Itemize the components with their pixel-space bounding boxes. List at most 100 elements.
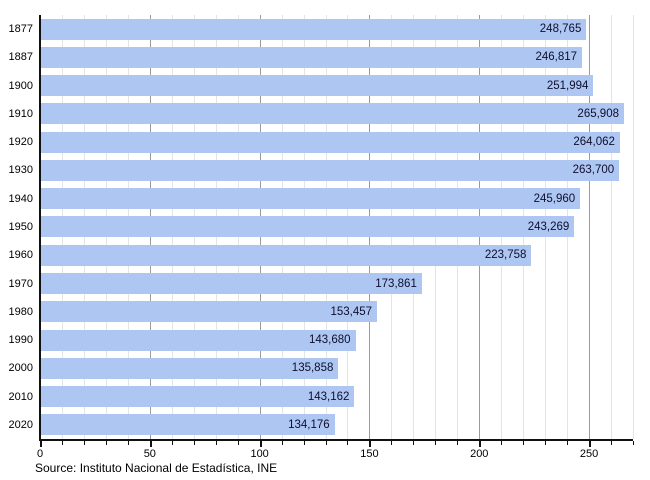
x-axis-tick: [61, 441, 63, 445]
source-text: Source: Instituto Nacional de Estadístic…: [35, 461, 278, 475]
year-label: 2010: [8, 390, 33, 403]
bar-value-label: 223,758: [484, 249, 527, 262]
year-label: 1910: [8, 107, 33, 120]
bar: 134,176: [40, 414, 335, 436]
bar: 173,861: [40, 273, 422, 295]
bar-value-label: 263,700: [572, 164, 615, 177]
bar: 135,858: [40, 357, 339, 379]
x-axis-tick: [171, 441, 173, 445]
x-axis-tick: [259, 441, 262, 447]
bar-value-label: 264,062: [573, 136, 615, 149]
bar: 143,680: [40, 329, 356, 351]
x-axis-tick: [281, 441, 283, 445]
bar-row: 248,765: [40, 15, 633, 43]
bar-value-label: 143,680: [308, 334, 351, 347]
year-label: 1960: [8, 249, 33, 262]
bar-value-label: 153,457: [330, 305, 373, 318]
year-label: 1900: [8, 79, 33, 92]
bar-value-label: 246,817: [535, 51, 578, 64]
x-axis-tick: [193, 441, 195, 445]
x-axis-tick: [215, 441, 217, 445]
year-label: 1930: [8, 164, 33, 177]
x-axis-tick: [303, 441, 305, 445]
x-axis-tick: [369, 441, 372, 447]
x-axis-tick-label: 50: [143, 448, 156, 460]
x-axis-tick: [457, 441, 459, 445]
x-axis-tick: [479, 441, 482, 447]
year-label: 1920: [8, 136, 33, 149]
year-label: 1877: [8, 23, 33, 36]
bar-row: 135,858: [40, 354, 633, 382]
x-axis-tick: [589, 441, 592, 447]
bar-row: 243,269: [40, 213, 633, 241]
bar-row: 134,176: [40, 411, 633, 439]
year-label: 1940: [8, 192, 33, 205]
year-label: 1887: [8, 51, 33, 64]
bar: 245,960: [40, 188, 581, 210]
x-axis-tick: [523, 441, 525, 445]
bar-value-label: 248,765: [539, 23, 582, 36]
bar-value-label: 245,960: [533, 192, 576, 205]
bar-row: 153,457: [40, 298, 633, 326]
bar-row: 173,861: [40, 269, 633, 297]
bar-row: 263,700: [40, 156, 633, 184]
x-axis-tick: [237, 441, 239, 445]
x-axis-tick: [413, 441, 415, 445]
bar: 246,817: [40, 46, 583, 68]
bar-value-label: 135,858: [291, 362, 334, 375]
bar: 243,269: [40, 216, 575, 238]
bar: 223,758: [40, 244, 532, 266]
x-axis-tick-label: 150: [360, 448, 379, 460]
bar-value-label: 265,908: [577, 107, 619, 120]
bar-value-label: 173,861: [375, 277, 417, 290]
bar-row: 143,680: [40, 326, 633, 354]
x-axis-tick-label: 0: [36, 448, 44, 460]
x-axis-tick: [105, 441, 107, 445]
y-axis-labels: 1877 1887 1900 1910 1920 1930 1940 1950 1960 1970…: [0, 15, 33, 439]
plot-area: 248,765 246,817 251,994 265,908 264,062 263,7…: [40, 15, 634, 439]
major-gridline: [589, 15, 591, 439]
year-label: 2000: [8, 362, 33, 375]
x-axis-tick: [325, 441, 327, 445]
bar: 263,700: [40, 159, 620, 181]
x-axis-tick: [611, 441, 613, 445]
bar: 265,908: [40, 103, 624, 125]
x-axis-tick: [347, 441, 349, 445]
x-axis-tick: [83, 441, 85, 445]
bar: 264,062: [40, 131, 620, 153]
minor-gridline: [611, 15, 613, 439]
bar-value-label: 243,269: [527, 220, 570, 233]
year-label: 1980: [8, 305, 33, 318]
bar: 153,457: [40, 301, 378, 323]
x-axis-tick: [567, 441, 569, 445]
x-axis-tick: [435, 441, 437, 445]
year-label: 2020: [8, 418, 33, 431]
bar-row: 265,908: [40, 100, 633, 128]
bar-row: 251,994: [40, 72, 633, 100]
x-axis-tick: [633, 441, 634, 445]
x-axis-tick: [501, 441, 503, 445]
minor-gridline: [633, 15, 634, 439]
bar-row: 223,758: [40, 241, 633, 269]
x-axis-line: [39, 439, 633, 441]
bar-row: 246,817: [40, 43, 633, 71]
bar-value-label: 143,162: [307, 390, 350, 403]
bar: 143,162: [40, 386, 355, 408]
year-label: 1950: [8, 220, 33, 233]
year-label: 1990: [8, 334, 33, 347]
bar-rows: 248,765 246,817 251,994 265,908 264,062 263,7…: [40, 15, 633, 439]
x-axis-tick-label: 100: [250, 448, 269, 460]
bar: 248,765: [40, 18, 587, 40]
bar-row: 245,960: [40, 185, 633, 213]
x-axis-tick: [149, 441, 152, 447]
bar-value-label: 251,994: [546, 79, 589, 92]
bar: 251,994: [40, 75, 594, 97]
x-axis-tick: [127, 441, 129, 445]
x-axis-tick: [391, 441, 393, 445]
year-label: 1970: [8, 277, 33, 290]
x-axis-tick-label: 200: [470, 448, 489, 460]
y-axis-line: [39, 15, 41, 441]
bar-row: 143,162: [40, 382, 633, 410]
x-axis-tick: [545, 441, 547, 445]
x-axis-tick: [40, 441, 42, 447]
